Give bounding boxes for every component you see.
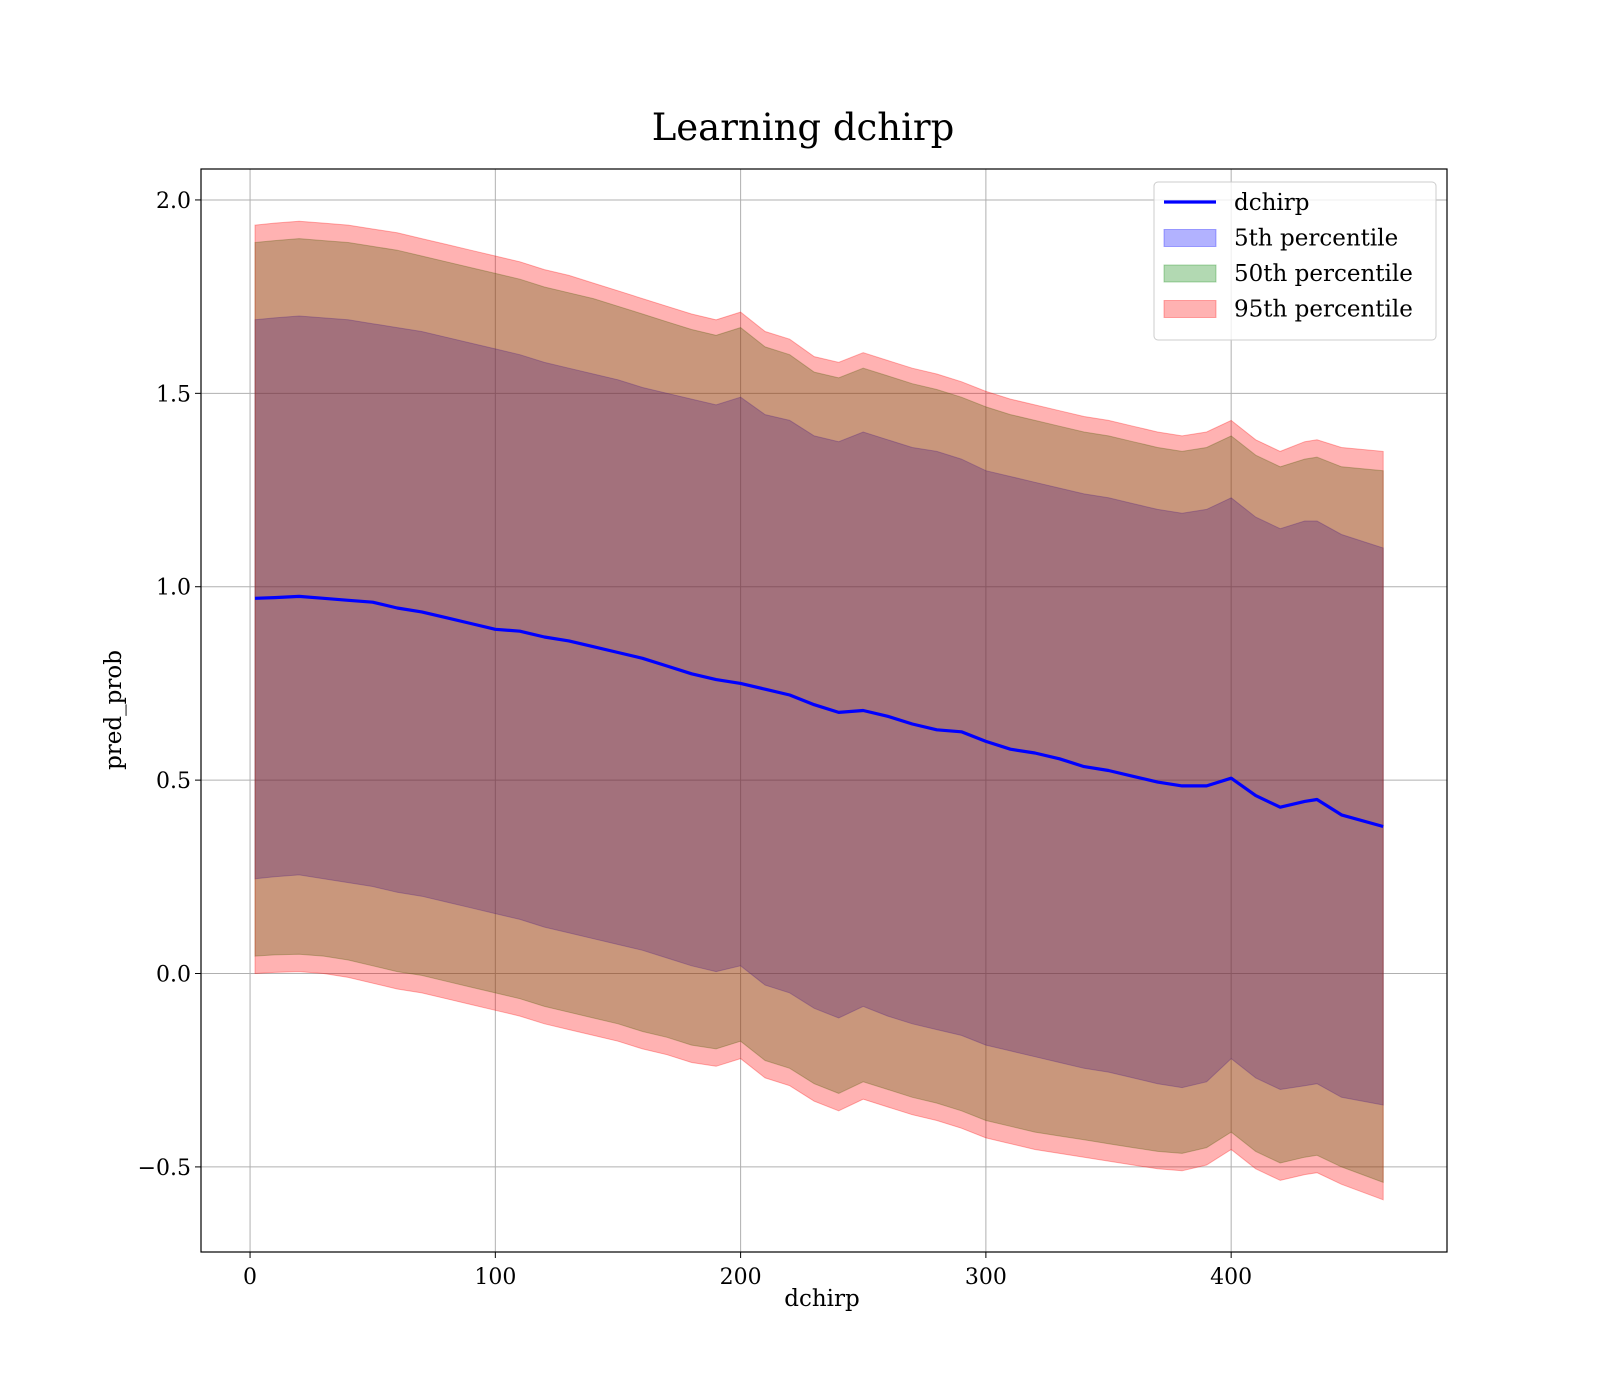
band-95th-percentile [254,220,1384,1201]
x-axis-label: dchirp [784,1286,860,1312]
series-lines [254,594,1384,829]
y-tick-label: 0.0 [156,963,191,988]
y-tick-label: 1.5 [156,382,191,407]
x-tick-label: 300 [965,1265,1007,1290]
y-tick-label: 0.5 [156,769,191,794]
y-axis: −0.5 0.0 0.5 1.0 1.5 2.0 [138,189,201,1181]
legend-label-dchirp: dchirp [1234,190,1310,216]
legend-label-5th-percentile: 5th percentile [1234,226,1398,252]
y-tick-label: 2.0 [156,189,191,214]
y-tick-label: −0.5 [138,1156,191,1181]
x-tick-label: 100 [474,1265,516,1290]
legend-label-50th-percentile: 50th percentile [1234,261,1413,287]
series-line-dchirp [254,594,1384,829]
legend-swatch-50th-percentile [1163,264,1217,283]
x-tick-label: 200 [720,1265,762,1290]
band-5th-percentile [254,315,1384,1106]
grid [201,169,1447,1252]
plot-background [201,169,1447,1252]
percentile-bands [254,220,1384,1201]
band-50th-percentile [254,238,1384,1184]
y-tick-label: 1.0 [156,576,191,601]
plot-area [200,168,1448,1253]
legend-box [1153,181,1437,341]
plot-frame [200,168,1448,1253]
x-tick-label: 400 [1210,1265,1252,1290]
x-tick-label: 0 [243,1265,257,1290]
legend-label-95th-percentile: 95th percentile [1234,297,1413,323]
x-axis: 0 100 200 300 400 [243,1252,1252,1290]
chart-title: Learning dchirp [652,106,955,149]
y-axis-label: pred_prob [101,650,127,770]
legend-swatch-5th-percentile [1163,229,1217,247]
legend: dchirp 5th percentile 50th percentile 95th … [1153,181,1437,341]
legend-swatch-95th-percentile [1163,300,1217,318]
